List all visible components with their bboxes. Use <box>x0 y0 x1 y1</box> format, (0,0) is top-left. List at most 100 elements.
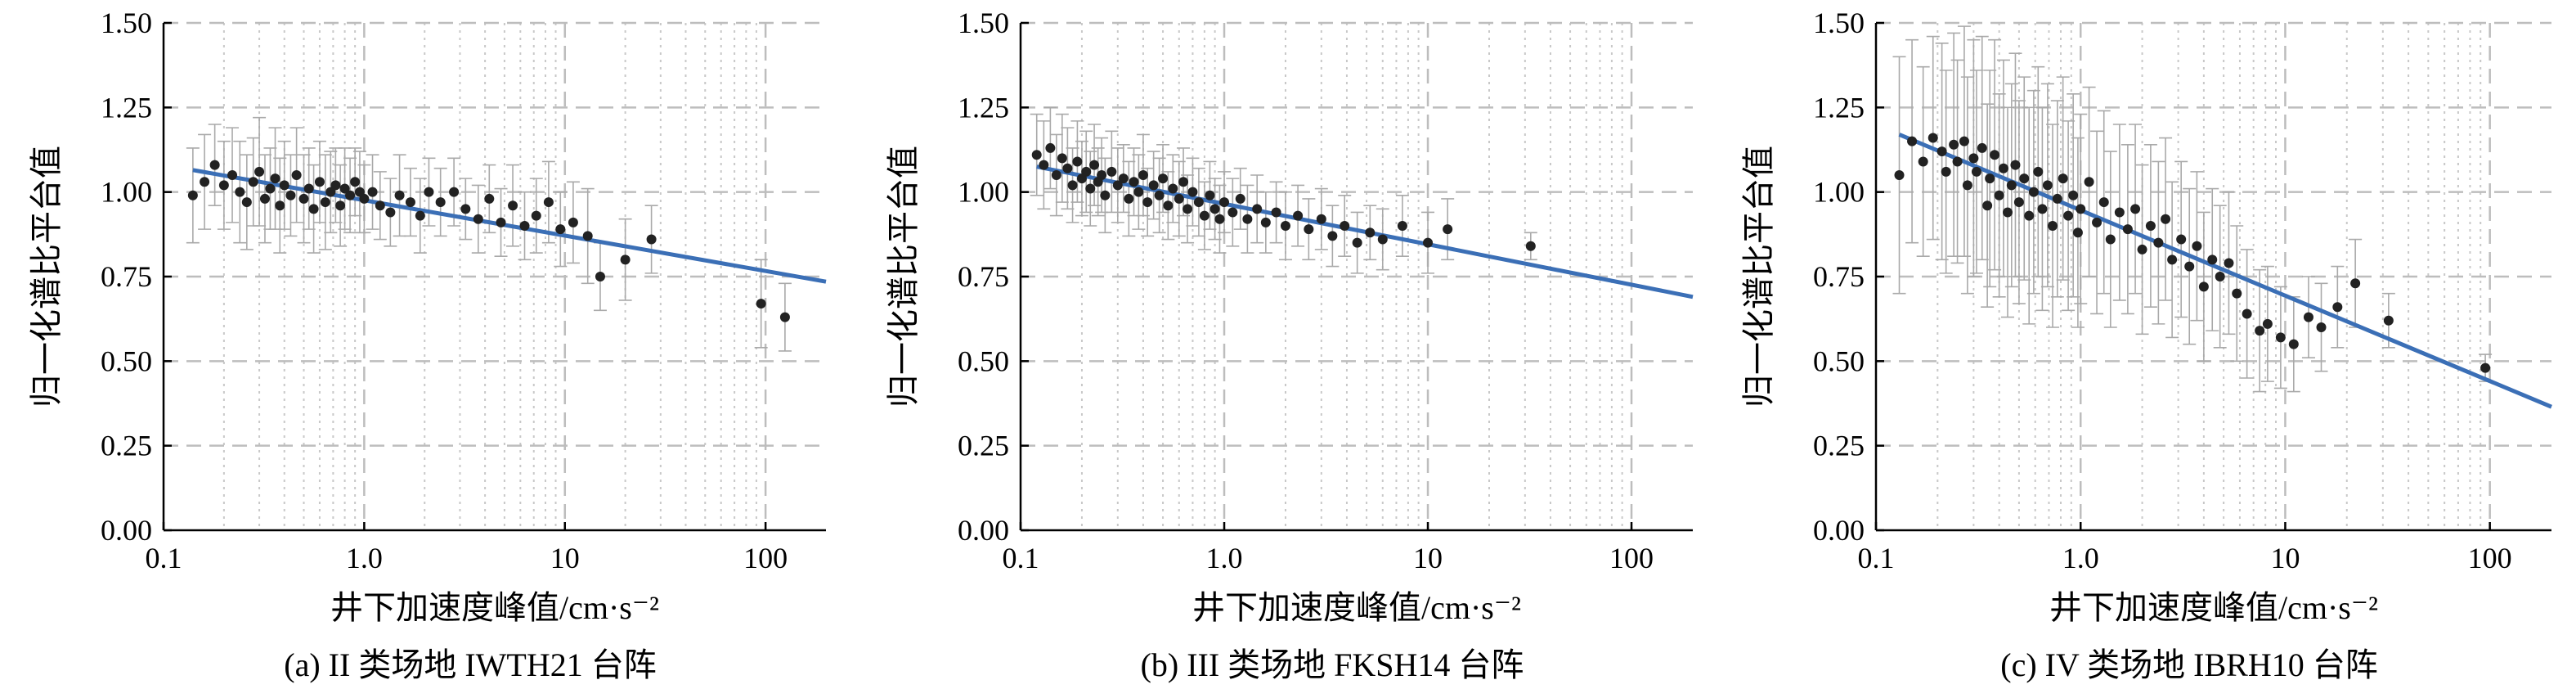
x-tick-label: 10 <box>2270 542 2300 574</box>
x-tick-label: 100 <box>2468 542 2512 574</box>
data-point <box>2232 288 2242 299</box>
data-point <box>350 177 361 187</box>
data-point <box>1183 204 1193 214</box>
x-tick-label: 100 <box>1609 542 1654 574</box>
data-point <box>279 180 289 191</box>
data-point <box>2262 318 2273 329</box>
data-point <box>2052 193 2062 204</box>
data-point <box>2042 180 2053 191</box>
data-point <box>1227 207 1238 218</box>
data-point <box>1187 187 1198 197</box>
data-point <box>1928 133 1938 143</box>
data-point <box>2033 166 2044 177</box>
data-point <box>2383 315 2394 326</box>
data-point <box>1106 166 1117 177</box>
y-tick-label: 1.50 <box>958 7 1009 39</box>
y-tick-label: 1.25 <box>958 91 1009 124</box>
data-point <box>496 217 506 227</box>
y-tick-label: 1.00 <box>1813 176 1865 209</box>
data-point <box>2013 197 2024 208</box>
data-point <box>1045 142 1056 153</box>
fit-line <box>1036 164 1694 299</box>
data-point <box>1377 234 1388 245</box>
data-point <box>1174 193 1184 204</box>
data-point <box>187 190 198 200</box>
data-point <box>1209 204 1220 214</box>
data-point <box>531 210 541 221</box>
data-point <box>1271 207 1281 218</box>
data-point <box>1994 190 2004 200</box>
y-axis-label: 归一化谱比平台值 <box>1740 146 1777 408</box>
data-point <box>2098 197 2109 208</box>
data-point <box>1293 210 1304 221</box>
data-point <box>2037 204 2048 214</box>
data-point <box>405 197 415 208</box>
data-point <box>2198 281 2209 292</box>
data-point <box>1907 136 1918 146</box>
y-tick-label: 0.25 <box>101 430 152 462</box>
data-point <box>2010 160 2021 170</box>
data-point <box>2058 173 2068 184</box>
data-point <box>275 200 285 211</box>
y-tick-label: 1.25 <box>101 91 152 124</box>
data-point <box>2006 180 2017 191</box>
data-point <box>646 234 657 245</box>
y-tick-label: 1.25 <box>1813 91 1865 124</box>
data-point <box>1133 187 1144 197</box>
data-points <box>187 160 790 322</box>
data-point <box>449 187 460 197</box>
panel-caption: (a) II 类场地 IWTH21 台阵 <box>284 646 656 683</box>
data-point <box>2048 221 2058 231</box>
data-point <box>1968 153 1979 164</box>
x-tick-label: 10 <box>1413 542 1443 574</box>
data-point <box>375 200 385 211</box>
data-point <box>568 217 578 227</box>
data-point <box>2332 302 2343 313</box>
data-point <box>756 299 766 309</box>
data-point <box>2105 234 2116 245</box>
data-point <box>345 190 356 200</box>
data-point <box>2019 173 2030 184</box>
x-tick-label: 1.0 <box>346 542 383 574</box>
chart-panel-3: 0.1 1.0 10 100 0.00 0.25 0.50 0.75 1.00 1.25 1.50 井… <box>1740 7 2552 683</box>
x-axis-label: 井下加速度峰值/cm·s⁻² <box>2049 589 2378 626</box>
data-point <box>320 197 330 208</box>
data-point <box>1142 197 1153 208</box>
panel-caption: (c) IV 类场地 IBRH10 台阵 <box>2000 646 2377 683</box>
data-point <box>1260 217 1271 227</box>
x-tick-label: 0.1 <box>1003 542 1039 574</box>
data-point <box>227 170 238 180</box>
y-axis-label: 归一化谱比平台值 <box>885 146 922 408</box>
y-tick-label: 0.75 <box>958 260 1009 293</box>
data-point <box>2480 363 2491 373</box>
data-point <box>2255 326 2265 336</box>
data-point <box>1062 163 1073 173</box>
data-point <box>1918 156 1928 167</box>
data-point <box>1365 227 1376 238</box>
data-point <box>582 231 593 241</box>
data-point <box>1118 173 1129 184</box>
data-point <box>1199 210 1209 221</box>
data-point <box>291 170 302 180</box>
y-tick-label: 1.50 <box>101 7 152 39</box>
data-point <box>1327 231 1338 241</box>
data-point <box>1154 190 1165 200</box>
chart-panel-1: 0.1 1.0 10 100 0.00 0.25 0.50 0.75 1.00 1.25 1.50 井… <box>28 7 827 683</box>
data-point <box>2316 322 2327 332</box>
data-point <box>2153 237 2164 248</box>
x-tick-label: 1.0 <box>2062 542 2099 574</box>
data-point <box>2122 224 2133 235</box>
y-tick-label: 1.00 <box>958 176 1009 209</box>
data-point <box>2024 210 2035 221</box>
data-point <box>265 183 276 194</box>
data-point <box>209 160 220 170</box>
data-point <box>218 180 229 191</box>
data-point <box>1129 177 1139 187</box>
data-point <box>1085 183 1096 194</box>
data-point <box>339 183 350 194</box>
chart-panel-2: 0.1 1.0 10 100 0.00 0.25 0.50 0.75 1.00 1.25 1.50 井… <box>885 7 1694 683</box>
panel-caption: (b) III 类场地 FKSH14 台阵 <box>1141 646 1524 683</box>
data-point <box>1990 150 2000 160</box>
data-point <box>2092 217 2103 227</box>
data-point <box>270 173 280 184</box>
